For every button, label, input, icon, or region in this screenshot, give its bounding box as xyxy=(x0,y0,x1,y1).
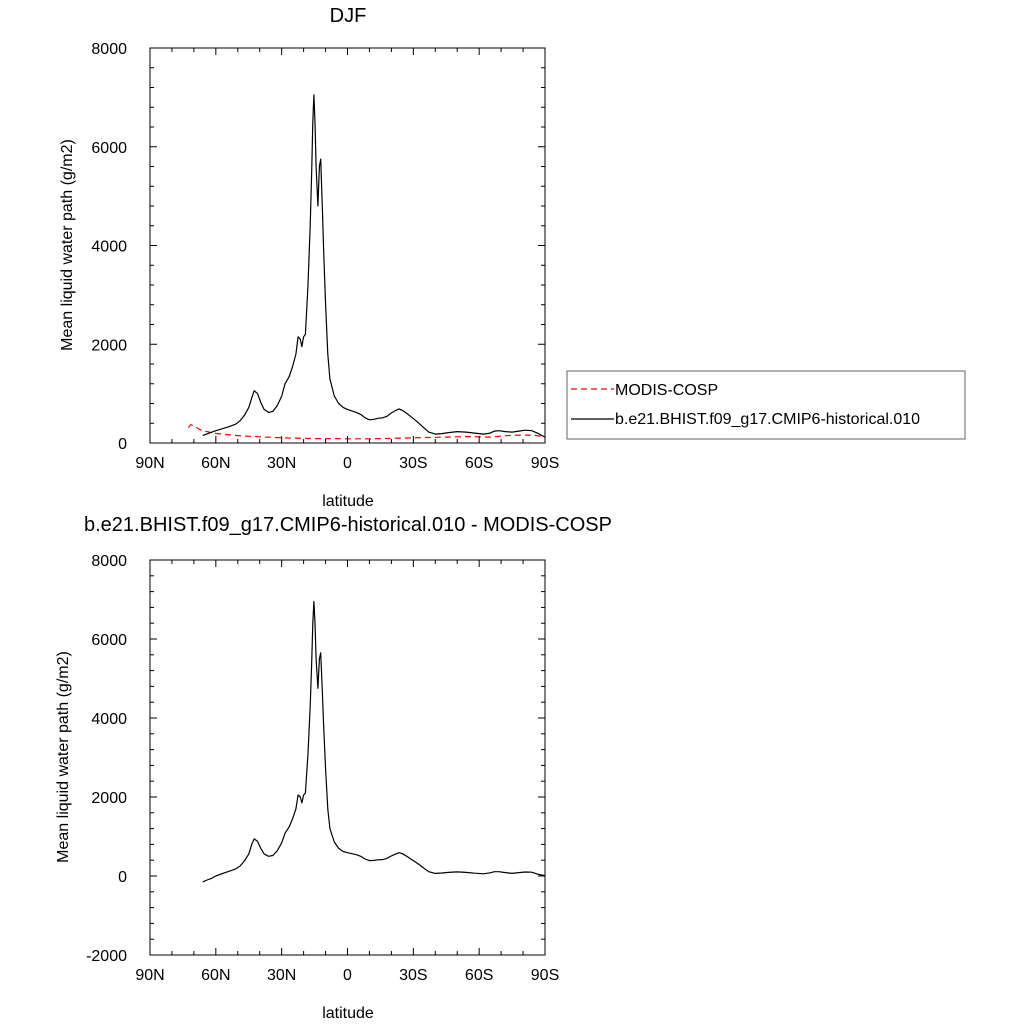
x-tick-label: 0 xyxy=(343,967,352,984)
series-line-top-2 xyxy=(202,94,546,438)
y-axis-label-bottom: Mean liquid water path (g/m2) xyxy=(55,651,72,863)
panel-bottom: b.e21.BHIST.f09_g17.CMIP6-historical.010… xyxy=(55,514,612,1022)
y-tick-label: 6000 xyxy=(91,140,127,157)
y-tick-label: 4000 xyxy=(91,711,127,728)
series-line-top-1 xyxy=(187,424,546,440)
x-axis-label-bottom: latitude xyxy=(322,1005,374,1022)
plot-area-bottom: 90N 60N 30N 0 30S 60S 90S -2000 0 2000 4000 6000 800… xyxy=(86,553,559,984)
x-tick-label: 60N xyxy=(201,455,230,472)
tick-layer-bottom: 90N 60N 30N 0 30S 60S 90S -2000 0 2000 4000 6000 800… xyxy=(86,553,559,984)
y-tick-label: 8000 xyxy=(91,41,127,58)
panel-top: DJF 90N 60N 30N 0 30S 60S 90S 0 2000 4000 6000 8000… xyxy=(59,5,966,510)
chart-title-top: DJF xyxy=(330,5,367,27)
y-tick-label: 2000 xyxy=(91,337,127,354)
y-tick-label: 4000 xyxy=(91,239,127,256)
x-tick-label: 90S xyxy=(531,455,559,472)
x-tick-label: 90N xyxy=(135,455,164,472)
y-tick-label: 0 xyxy=(118,869,127,886)
legend-label-modis: MODIS-COSP xyxy=(615,382,718,399)
x-tick-label: 60N xyxy=(201,967,230,984)
plot-frame-top xyxy=(149,47,546,444)
x-tick-label: 0 xyxy=(343,455,352,472)
plot-area-top: 90N 60N 30N 0 30S 60S 90S 0 2000 4000 6000 8000 xyxy=(91,41,559,472)
y-tick-label: -2000 xyxy=(86,948,127,965)
x-tick-label: 30S xyxy=(399,455,427,472)
plot-frame-bottom xyxy=(149,559,546,956)
x-tick-label: 30N xyxy=(267,967,296,984)
x-tick-label: 90S xyxy=(531,967,559,984)
y-axis-label-top: Mean liquid water path (g/m2) xyxy=(59,139,76,351)
x-tick-label: 60S xyxy=(465,967,493,984)
x-tick-label: 60S xyxy=(465,455,493,472)
series-line-bottom-1 xyxy=(202,600,546,883)
x-axis-label-top: latitude xyxy=(322,493,374,510)
y-tick-label: 2000 xyxy=(91,790,127,807)
legend-label-model: b.e21.BHIST.f09_g17.CMIP6-historical.010 xyxy=(615,411,920,428)
legend-box xyxy=(566,370,966,440)
y-tick-label: 8000 xyxy=(91,553,127,570)
y-tick-label: 6000 xyxy=(91,632,127,649)
series-layer-bottom xyxy=(202,600,546,883)
legend: MODIS-COSP b.e21.BHIST.f09_g17.CMIP6-his… xyxy=(566,370,966,440)
chart-title-bottom: b.e21.BHIST.f09_g17.CMIP6-historical.010… xyxy=(84,514,612,536)
tick-layer-top: 90N 60N 30N 0 30S 60S 90S 0 2000 4000 6000 8000 xyxy=(91,41,559,472)
y-tick-label: 0 xyxy=(118,436,127,453)
x-tick-label: 30N xyxy=(267,455,296,472)
series-layer-top xyxy=(187,94,546,440)
x-tick-label: 30S xyxy=(399,967,427,984)
x-tick-label: 90N xyxy=(135,967,164,984)
